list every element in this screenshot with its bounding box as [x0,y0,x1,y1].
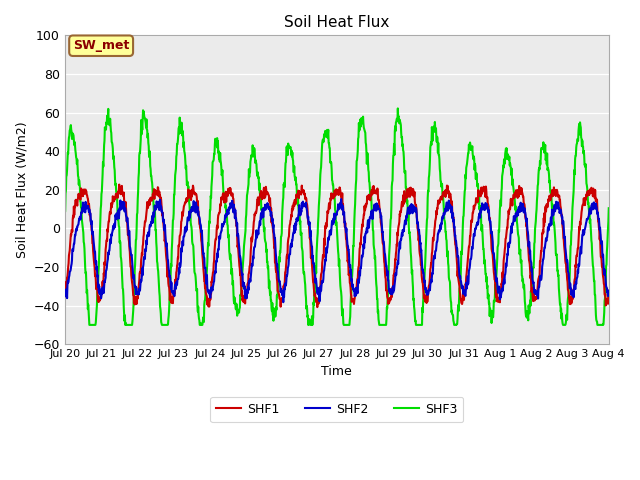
SHF1 [422,298,429,303]
SHF1 [115,182,123,188]
SHF3 [394,106,402,111]
SHF2 [493,276,500,282]
X-axis label: Time: Time [321,365,352,378]
Text: SW_met: SW_met [73,39,129,52]
Line: SHF2: SHF2 [65,199,609,302]
SHF1 [314,304,321,310]
SHF1 [243,292,251,298]
Title: Soil Heat Flux: Soil Heat Flux [284,15,390,30]
SHF1 [182,199,190,205]
SHF1 [493,298,500,304]
SHF1 [61,289,68,295]
SHF1 [169,300,177,306]
SHF2 [169,288,177,294]
SHF2 [182,224,189,230]
Line: SHF3: SHF3 [65,108,609,325]
Line: SHF1: SHF1 [65,185,609,307]
SHF2 [243,296,250,301]
SHF3 [169,217,177,223]
SHF2 [422,285,429,291]
SHF1 [605,291,612,297]
SHF2 [605,291,612,297]
Y-axis label: Soil Heat Flux (W/m2): Soil Heat Flux (W/m2) [15,121,28,258]
SHF3 [182,163,190,168]
SHF3 [422,242,429,248]
SHF3 [243,192,251,198]
SHF2 [337,196,345,202]
SHF3 [541,146,548,152]
SHF3 [605,205,612,211]
Legend: SHF1, SHF2, SHF3: SHF1, SHF2, SHF3 [210,397,463,422]
SHF1 [541,219,548,225]
SHF3 [86,322,93,328]
SHF2 [280,300,287,305]
SHF2 [61,290,68,296]
SHF3 [493,263,500,269]
SHF2 [541,245,548,251]
SHF3 [61,210,68,216]
